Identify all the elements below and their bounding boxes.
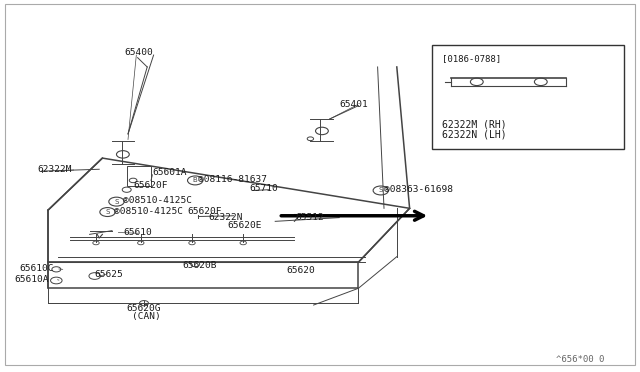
Text: 65610A: 65610A	[14, 275, 49, 284]
Text: 65610C: 65610C	[19, 264, 54, 273]
Text: 62322N: 62322N	[208, 213, 243, 222]
Text: ^656*00 0: ^656*00 0	[556, 355, 605, 364]
Text: ®08510-4125C: ®08510-4125C	[114, 207, 183, 216]
Text: 65610: 65610	[123, 228, 152, 237]
Text: 65400: 65400	[125, 48, 154, 57]
Text: S: S	[115, 199, 118, 205]
Text: 65601A: 65601A	[152, 169, 187, 177]
Text: 65620G: 65620G	[127, 304, 161, 312]
Text: (CAN): (CAN)	[132, 312, 161, 321]
Text: 65620F: 65620F	[187, 207, 221, 216]
Text: ®08510-4125C: ®08510-4125C	[123, 196, 192, 205]
Text: 65625: 65625	[95, 270, 124, 279]
Bar	[127, 166, 151, 186]
Text: 65620E: 65620E	[227, 221, 262, 230]
Text: 65512: 65512	[296, 213, 324, 222]
Text: 62322N (LH): 62322N (LH)	[442, 130, 506, 140]
Text: 62322M (RH): 62322M (RH)	[442, 120, 506, 129]
Text: ®08363-61698: ®08363-61698	[384, 185, 453, 194]
Text: 65401: 65401	[339, 100, 368, 109]
Text: 65620F: 65620F	[133, 182, 168, 190]
Text: [0186-0788]: [0186-0788]	[442, 54, 500, 63]
Text: 62322M: 62322M	[37, 165, 72, 174]
Text: S: S	[106, 209, 109, 215]
Text: 65710: 65710	[250, 185, 278, 193]
Text: B: B	[193, 177, 198, 183]
Text: 65620B: 65620B	[182, 262, 217, 270]
Text: ®08116-81637: ®08116-81637	[198, 175, 268, 184]
Bar	[432, 45, 624, 149]
Text: S: S	[379, 187, 383, 193]
Text: 65620: 65620	[287, 266, 316, 275]
